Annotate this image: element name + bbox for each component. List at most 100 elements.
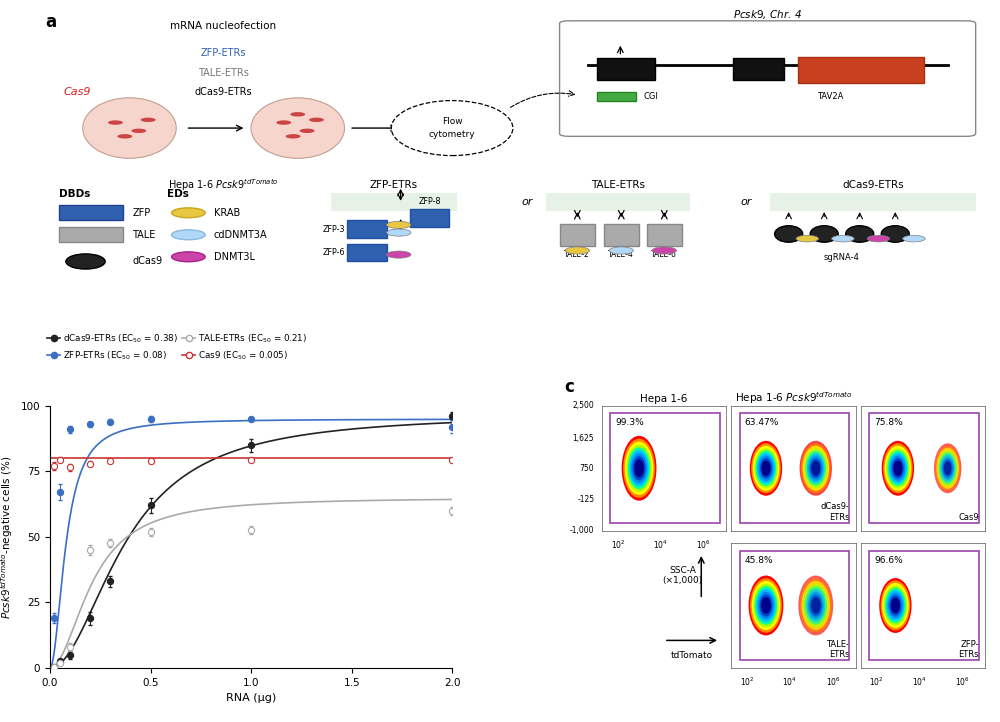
Ellipse shape xyxy=(846,226,874,242)
Text: ZFP: ZFP xyxy=(132,208,151,218)
Ellipse shape xyxy=(756,589,776,622)
Text: Flow: Flow xyxy=(442,117,462,126)
Text: cytometry: cytometry xyxy=(429,131,475,139)
Text: dCas9-
ETRs: dCas9- ETRs xyxy=(820,503,849,522)
Text: 10$^6$: 10$^6$ xyxy=(826,675,841,688)
Circle shape xyxy=(276,121,291,125)
Ellipse shape xyxy=(938,450,958,487)
Bar xyxy=(770,193,976,211)
Circle shape xyxy=(290,112,305,116)
Bar xyxy=(733,58,784,80)
Text: cdDNMT3A: cdDNMT3A xyxy=(214,230,267,240)
Text: or: or xyxy=(521,197,533,207)
Text: tdTomato: tdTomato xyxy=(670,651,712,660)
Circle shape xyxy=(300,129,315,133)
Text: ZFP-3: ZFP-3 xyxy=(323,225,345,234)
Text: ZFP-8: ZFP-8 xyxy=(418,198,441,206)
Text: sgRNA-4: sgRNA-4 xyxy=(824,253,860,262)
Ellipse shape xyxy=(752,581,780,630)
Text: 96.6%: 96.6% xyxy=(874,556,903,565)
Ellipse shape xyxy=(798,575,833,635)
Circle shape xyxy=(172,252,205,262)
Text: 10$^4$: 10$^4$ xyxy=(653,538,668,550)
Ellipse shape xyxy=(810,226,838,242)
Text: 1,625: 1,625 xyxy=(573,435,594,443)
Ellipse shape xyxy=(761,461,771,476)
Circle shape xyxy=(131,129,146,133)
Ellipse shape xyxy=(882,583,909,628)
Bar xyxy=(647,225,682,246)
Ellipse shape xyxy=(891,598,900,613)
Bar xyxy=(410,209,449,227)
Text: TALE-ETRs: TALE-ETRs xyxy=(198,68,248,77)
Text: -1,000: -1,000 xyxy=(570,526,594,535)
Ellipse shape xyxy=(626,445,652,492)
Ellipse shape xyxy=(251,97,345,158)
Circle shape xyxy=(387,251,411,258)
Ellipse shape xyxy=(805,586,827,625)
Ellipse shape xyxy=(806,589,825,622)
Ellipse shape xyxy=(804,448,828,488)
Bar xyxy=(330,193,457,211)
Circle shape xyxy=(832,235,854,242)
Bar xyxy=(610,414,720,523)
Text: 10$^6$: 10$^6$ xyxy=(696,538,711,550)
FancyBboxPatch shape xyxy=(59,227,123,242)
Text: 1: 1 xyxy=(623,64,629,74)
Ellipse shape xyxy=(625,442,653,495)
Ellipse shape xyxy=(935,445,960,491)
Bar xyxy=(740,414,849,523)
Text: ZFP-6: ZFP-6 xyxy=(323,248,345,257)
Ellipse shape xyxy=(936,448,959,489)
Text: 75.8%: 75.8% xyxy=(874,418,903,427)
Ellipse shape xyxy=(750,578,782,632)
Ellipse shape xyxy=(750,441,782,496)
Ellipse shape xyxy=(884,586,907,625)
Text: or: or xyxy=(741,197,752,207)
Ellipse shape xyxy=(943,459,953,477)
Ellipse shape xyxy=(749,575,783,635)
Circle shape xyxy=(903,235,925,242)
Ellipse shape xyxy=(751,443,781,493)
Circle shape xyxy=(387,222,411,228)
Text: Cas9: Cas9 xyxy=(958,513,979,522)
Ellipse shape xyxy=(886,448,910,488)
Text: SSC-A
(×1,000): SSC-A (×1,000) xyxy=(662,566,703,586)
Text: 750: 750 xyxy=(580,464,594,473)
Text: $Pcsk9$, Chr. 4: $Pcsk9$, Chr. 4 xyxy=(733,8,802,21)
Bar xyxy=(347,243,387,261)
Ellipse shape xyxy=(800,441,832,496)
Title: Hepa 1-6 $Pcsk9^{tdTomato}$: Hepa 1-6 $Pcsk9^{tdTomato}$ xyxy=(735,390,852,406)
Circle shape xyxy=(565,247,589,254)
Circle shape xyxy=(172,230,205,240)
Ellipse shape xyxy=(631,453,647,483)
Ellipse shape xyxy=(83,97,176,158)
Ellipse shape xyxy=(881,580,910,630)
Circle shape xyxy=(796,235,819,242)
Ellipse shape xyxy=(811,461,820,476)
Ellipse shape xyxy=(808,592,824,619)
Ellipse shape xyxy=(754,448,778,488)
Ellipse shape xyxy=(887,591,904,621)
Ellipse shape xyxy=(893,461,902,476)
X-axis label: RNA (μg): RNA (μg) xyxy=(226,693,276,703)
Text: EDs: EDs xyxy=(167,188,189,199)
Text: Hepa 1-6 $Pcsk9^{tdTomato}$: Hepa 1-6 $Pcsk9^{tdTomato}$ xyxy=(168,178,278,193)
Ellipse shape xyxy=(892,458,904,479)
Ellipse shape xyxy=(623,439,655,497)
Text: tdTomato: tdTomato xyxy=(840,65,882,74)
Circle shape xyxy=(141,118,156,122)
FancyBboxPatch shape xyxy=(59,205,123,220)
Ellipse shape xyxy=(756,451,776,486)
Text: CGI: CGI xyxy=(644,92,659,101)
Ellipse shape xyxy=(801,581,830,630)
Text: TALE-6: TALE-6 xyxy=(651,251,677,259)
Ellipse shape xyxy=(391,100,513,155)
Ellipse shape xyxy=(810,458,822,479)
Ellipse shape xyxy=(805,451,826,486)
Ellipse shape xyxy=(755,586,777,625)
Ellipse shape xyxy=(883,443,913,493)
Text: 10$^4$: 10$^4$ xyxy=(912,675,926,688)
Ellipse shape xyxy=(758,592,774,619)
Text: a: a xyxy=(45,12,56,30)
